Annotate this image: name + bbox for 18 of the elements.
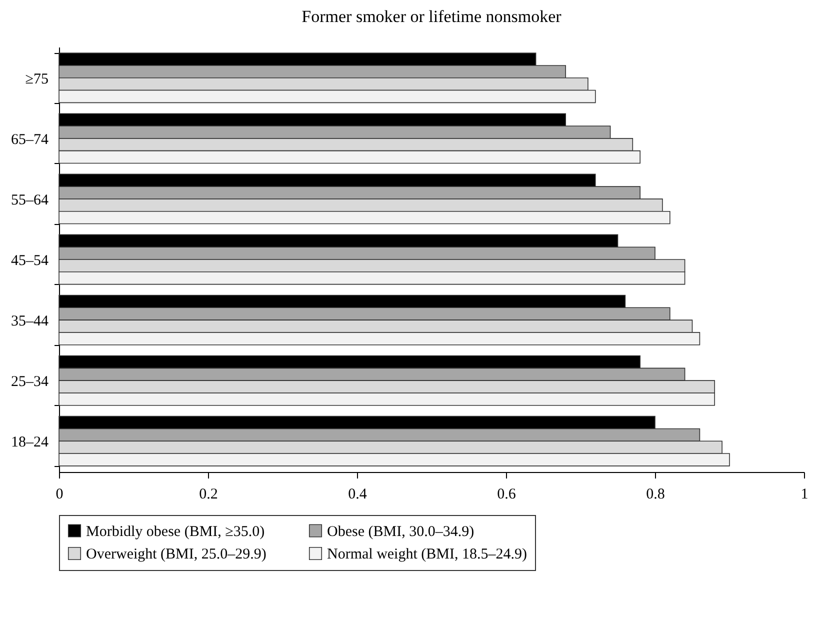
y-tick-label: 55–64 (11, 192, 49, 208)
legend-label: Overweight (BMI, 25.0–29.9) (86, 546, 266, 562)
y-tick-label: 45–54 (11, 253, 49, 269)
x-tick-label: 0 (56, 486, 64, 502)
legend-label: Obese (BMI, 30.0–34.9) (327, 524, 474, 540)
y-tick-label: 35–44 (11, 314, 49, 330)
x-tick-label: 0.6 (497, 486, 516, 502)
x-tick-label: 0.2 (199, 486, 218, 502)
x-tick-label: 0.8 (646, 486, 665, 502)
legend-label: Normal weight (BMI, 18.5–24.9) (327, 546, 527, 562)
y-tick-label: ≥75 (25, 71, 48, 88)
x-tick-label: 0.4 (348, 486, 368, 502)
chart-title: Former smoker or lifetime nonsmoker (302, 7, 562, 26)
x-tick-label: 1 (800, 486, 808, 502)
legend-label: Morbidly obese (BMI, ≥35.0) (86, 524, 265, 540)
y-tick-label: 65–74 (11, 132, 49, 148)
y-tick-label: 18–24 (11, 434, 49, 451)
y-tick-label: 25–34 (11, 374, 49, 390)
